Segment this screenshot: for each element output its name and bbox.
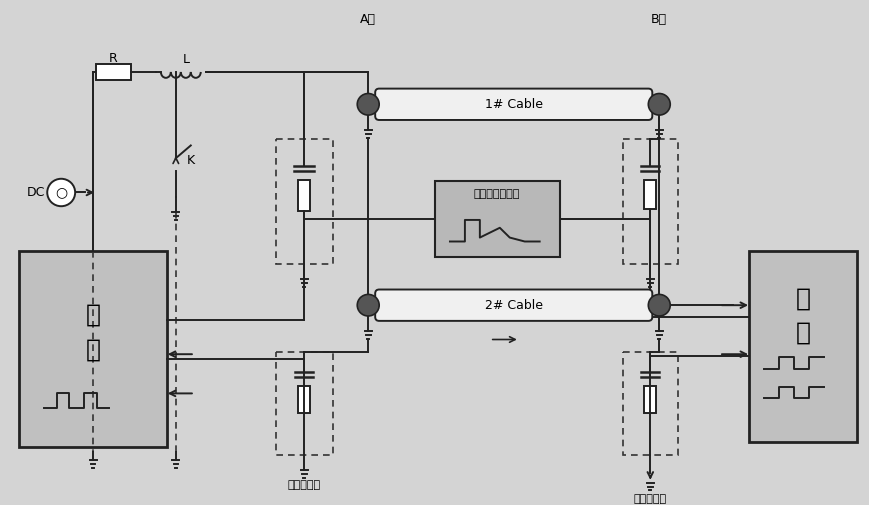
Text: 电压比较器: 电压比较器 [288,480,321,489]
Bar [298,180,310,211]
Circle shape [647,93,669,115]
Circle shape [647,294,669,316]
Text: ○: ○ [55,185,67,199]
Text: 机: 机 [794,321,809,344]
Text: 1# Cable: 1# Cable [484,98,542,111]
Text: 2# Cable: 2# Cable [484,298,542,312]
Text: 从: 从 [794,286,809,311]
Bar [96,64,131,80]
Bar [748,251,856,442]
Circle shape [357,294,379,316]
Bar [298,385,310,413]
Text: 机: 机 [85,337,101,361]
Text: DC: DC [27,186,45,199]
FancyBboxPatch shape [375,289,652,321]
Text: 电压比较器: 电压比较器 [633,494,667,504]
Bar [644,180,655,209]
Bar [275,138,333,264]
Text: K: K [187,154,195,167]
Bar [434,181,559,257]
Text: L: L [182,53,189,66]
Text: R: R [109,52,118,65]
Text: B端: B端 [651,13,667,26]
Text: A端: A端 [360,13,375,26]
FancyBboxPatch shape [375,88,652,120]
Circle shape [47,179,75,206]
Bar [19,251,167,447]
Bar [275,352,333,455]
Text: 校准脉冲发生器: 校准脉冲发生器 [473,189,520,199]
Bar [623,352,678,455]
Circle shape [357,93,379,115]
Text: 主: 主 [85,303,101,327]
Bar [623,138,678,264]
Bar [644,385,655,413]
